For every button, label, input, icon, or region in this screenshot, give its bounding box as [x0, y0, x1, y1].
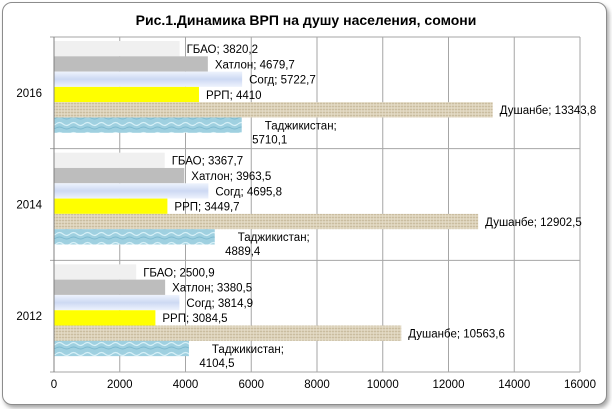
bar	[54, 264, 137, 280]
data-label: РРП; 3449,7	[174, 202, 239, 214]
y-tick-label: 2012	[16, 311, 42, 323]
bar	[54, 198, 168, 214]
data-label-value: 4104,5	[199, 358, 234, 370]
bar	[54, 325, 402, 341]
x-tick-label: 4000	[173, 379, 199, 391]
data-label: Душанбе; 10563,6	[408, 329, 505, 341]
bar	[54, 213, 479, 230]
x-tick-label: 6000	[238, 379, 264, 391]
x-tick-label: 8000	[304, 379, 330, 391]
bar	[54, 229, 215, 245]
data-label: РРП; 4410	[206, 90, 262, 102]
bar	[54, 86, 199, 103]
x-tick-label: 16000	[564, 379, 596, 391]
bar	[54, 183, 209, 199]
bar	[54, 41, 180, 57]
data-label: Таджикистан;	[212, 344, 284, 356]
data-label: Согд; 4695,8	[215, 186, 282, 198]
x-tick-label: 14000	[498, 379, 530, 391]
data-label: Согд; 5722,7	[249, 75, 316, 87]
data-label: ГБАО; 2500,9	[143, 267, 214, 279]
y-tick-label: 2016	[16, 88, 42, 100]
data-label: ГБАО; 3820,2	[187, 44, 258, 56]
data-label: Согд; 3814,9	[186, 298, 253, 310]
bar	[54, 279, 166, 295]
data-label-value: 5710,1	[252, 135, 287, 147]
y-tick-label: 2014	[16, 200, 42, 212]
bar	[54, 294, 180, 311]
bar	[54, 56, 208, 72]
chart-title: Рис.1.Динамика ВРП на душу населения, со…	[135, 12, 477, 28]
data-label: ГБАО; 3367,7	[172, 156, 243, 168]
bar	[54, 340, 189, 357]
data-label: РРП; 3084,5	[162, 313, 227, 325]
bar	[54, 102, 493, 118]
x-tick-label: 12000	[433, 379, 465, 391]
bar	[54, 71, 243, 87]
data-label: Таджикистан;	[265, 121, 337, 133]
data-label: Хатлон; 4679,7	[215, 59, 295, 71]
x-tick-label: 2000	[107, 379, 133, 391]
bar	[54, 310, 156, 326]
data-label: Душанбе; 13343,8	[500, 105, 597, 117]
bar	[54, 117, 242, 133]
x-tick-label: 10000	[367, 379, 399, 391]
bar	[54, 167, 185, 184]
data-label-value: 4889,4	[225, 246, 261, 258]
data-label: Хатлон; 3963,5	[191, 171, 271, 183]
data-label: Таджикистан;	[238, 232, 310, 244]
data-label: Душанбе; 12902,5	[485, 217, 582, 229]
x-tick-label: 0	[51, 379, 57, 391]
data-label: Хатлон; 3380,5	[172, 283, 252, 295]
bar	[54, 152, 165, 168]
